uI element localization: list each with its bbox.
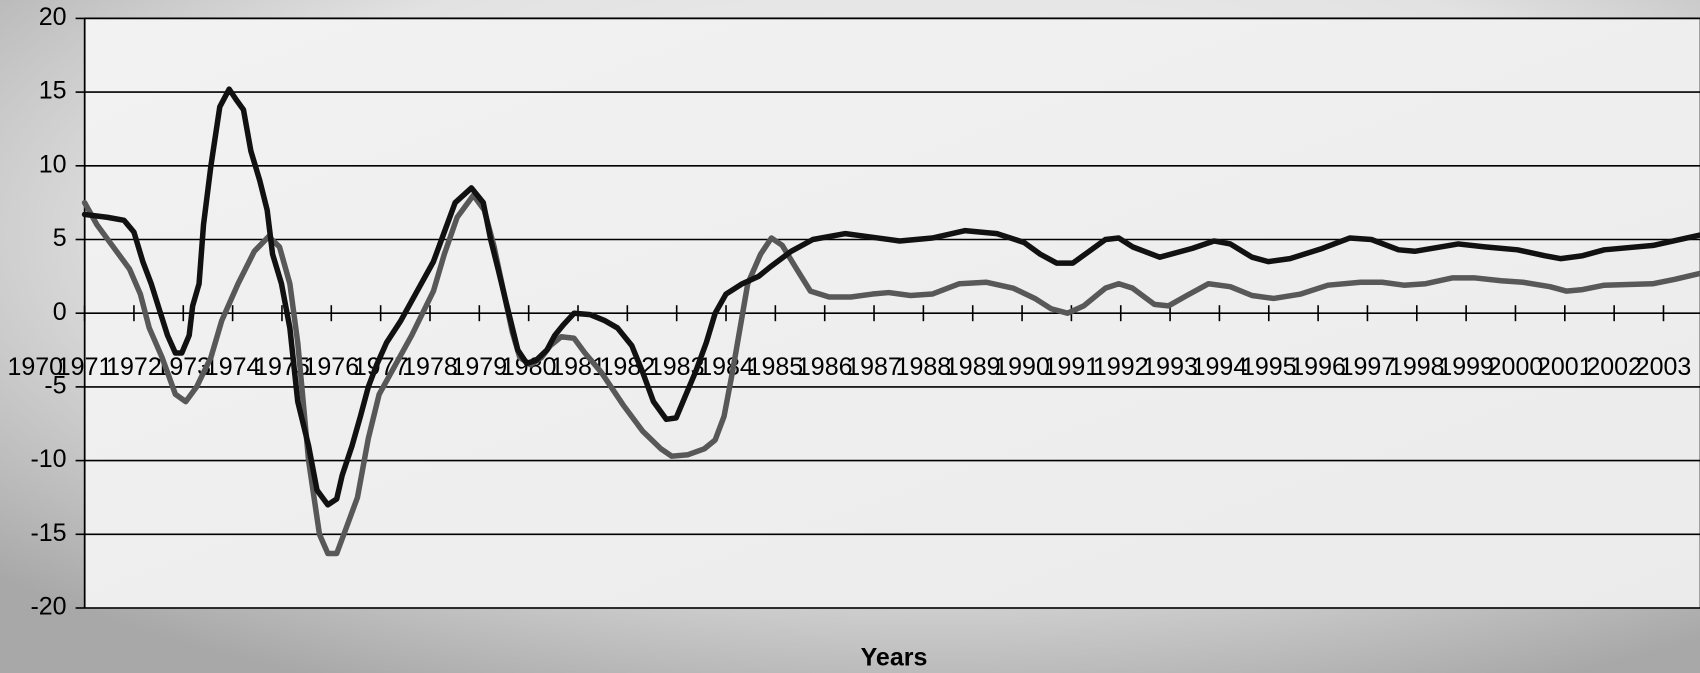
x-tick-label: 1997: [1340, 353, 1396, 381]
x-tick-label: 1972: [106, 353, 162, 381]
y-tick-label: -10: [30, 445, 66, 473]
x-tick-label: 1989: [945, 353, 1001, 381]
x-tick-label: 1994: [1192, 353, 1248, 381]
x-tick-label: 2002: [1586, 353, 1642, 381]
x-tick-label: 1988: [896, 353, 952, 381]
x-tick-label: 1990: [994, 353, 1050, 381]
y-tick-label: 20: [39, 3, 67, 31]
y-tick-label: 5: [53, 224, 67, 252]
x-tick-label: 1992: [1093, 353, 1149, 381]
y-tick-label: 10: [39, 150, 67, 178]
x-tick-label: 1979: [452, 353, 508, 381]
x-tick-label: 2000: [1488, 353, 1544, 381]
x-tick-label: 1991: [1044, 353, 1100, 381]
x-tick-label: 1996: [1290, 353, 1346, 381]
data-line: [81, 86, 1700, 508]
x-tick-label: 1976: [303, 353, 359, 381]
x-tick-label: 2001: [1537, 353, 1593, 381]
x-tick-label: 1993: [1142, 353, 1198, 381]
x-tick-label: 1971: [57, 353, 113, 381]
x-tick-label: 1985: [748, 353, 804, 381]
x-tick-label: 1986: [797, 353, 853, 381]
x-tick-label: 1999: [1438, 353, 1494, 381]
x-tick-label: 1978: [402, 353, 458, 381]
x-tick-label: 1984: [698, 353, 754, 381]
x-axis-label: Years: [861, 644, 928, 672]
x-tick-label: 2003: [1636, 353, 1692, 381]
x-tick-label: 1995: [1241, 353, 1297, 381]
x-tick-label: 1987: [846, 353, 902, 381]
y-tick-label: -20: [30, 593, 66, 621]
y-tick-label: 0: [53, 298, 67, 326]
data-line: [81, 192, 1700, 557]
x-tick-label: 1980: [501, 353, 557, 381]
x-tick-label: 1998: [1389, 353, 1445, 381]
x-tick-label: 1974: [205, 353, 261, 381]
x-tick-label: 1970: [7, 353, 63, 381]
y-tick-label: 15: [39, 77, 67, 105]
y-tick-label: -15: [30, 519, 66, 547]
y-tick-label: -5: [44, 372, 66, 400]
